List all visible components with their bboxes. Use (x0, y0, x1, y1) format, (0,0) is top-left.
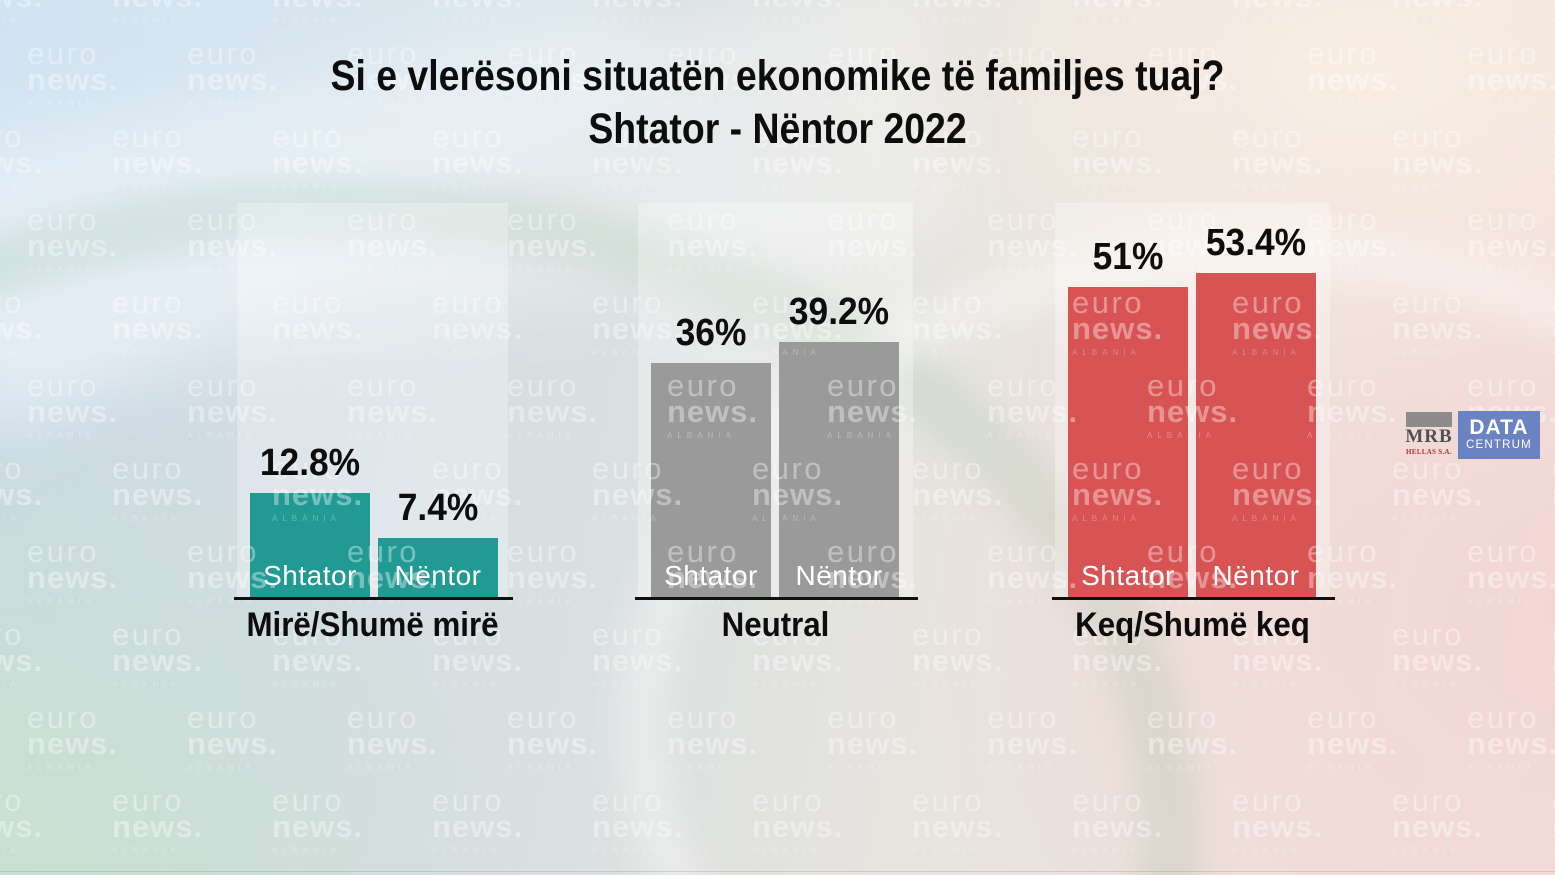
axis-line (1052, 597, 1335, 600)
bar-nëntor-group1: Nëntor (378, 538, 498, 599)
axis-line (635, 597, 918, 600)
bar-value-label: 39.2% (788, 291, 890, 333)
data-centrum-line2: CENTRUM (1466, 439, 1532, 451)
bar-nëntor-group2: Nëntor (779, 342, 899, 599)
data-centrum-line1: DATA (1469, 416, 1529, 439)
bar-value-label: 51% (1092, 236, 1164, 278)
mrb-logo-mark (1406, 412, 1452, 427)
bar-month-label: Shtator (664, 560, 758, 591)
bar-value-label: 53.4% (1205, 222, 1307, 264)
mrb-logo-subtitle: HELLAS S.A. (1406, 447, 1452, 456)
mrb-logo-name: MRB (1405, 426, 1453, 447)
category-label: Keq/Shumë keq (1075, 606, 1310, 644)
bar-month-label: Nëntor (795, 560, 883, 591)
bar-month-label: Nëntor (394, 560, 482, 591)
bar-shtator-group2: Shtator (651, 363, 771, 599)
bar-month-label: Nëntor (1212, 560, 1300, 591)
category-label: Mirë/Shumë mirë (246, 606, 499, 644)
chart-subtitle: Shtator - Nëntor 2022 (588, 105, 967, 154)
chart-title-block: Si e vlerësoni situatën ekonomike të fam… (101, 52, 1454, 155)
data-centrum-logo: DATA CENTRUM (1458, 411, 1540, 459)
mrb-hellas-logo: MRB HELLAS S.A. (1402, 411, 1456, 463)
axis-line (234, 597, 513, 600)
bar-value-label: 7.4% (397, 487, 479, 529)
bar-month-label: Shtator (263, 560, 357, 591)
research-company-logos: MRB HELLAS S.A. DATA CENTRUM (1402, 411, 1552, 463)
bar-month-label: Shtator (1081, 560, 1175, 591)
bar-shtator-group1: Shtator (250, 493, 370, 599)
bar-value-label: 12.8% (259, 442, 361, 484)
bottom-edge-line (0, 871, 1555, 872)
category-label: Neutral (721, 606, 830, 644)
bar-nëntor-group3: Nëntor (1196, 273, 1316, 599)
chart-title: Si e vlerësoni situatën ekonomike të fam… (330, 52, 1225, 100)
bar-shtator-group3: Shtator (1068, 287, 1188, 599)
bar-value-label: 36% (675, 312, 747, 354)
